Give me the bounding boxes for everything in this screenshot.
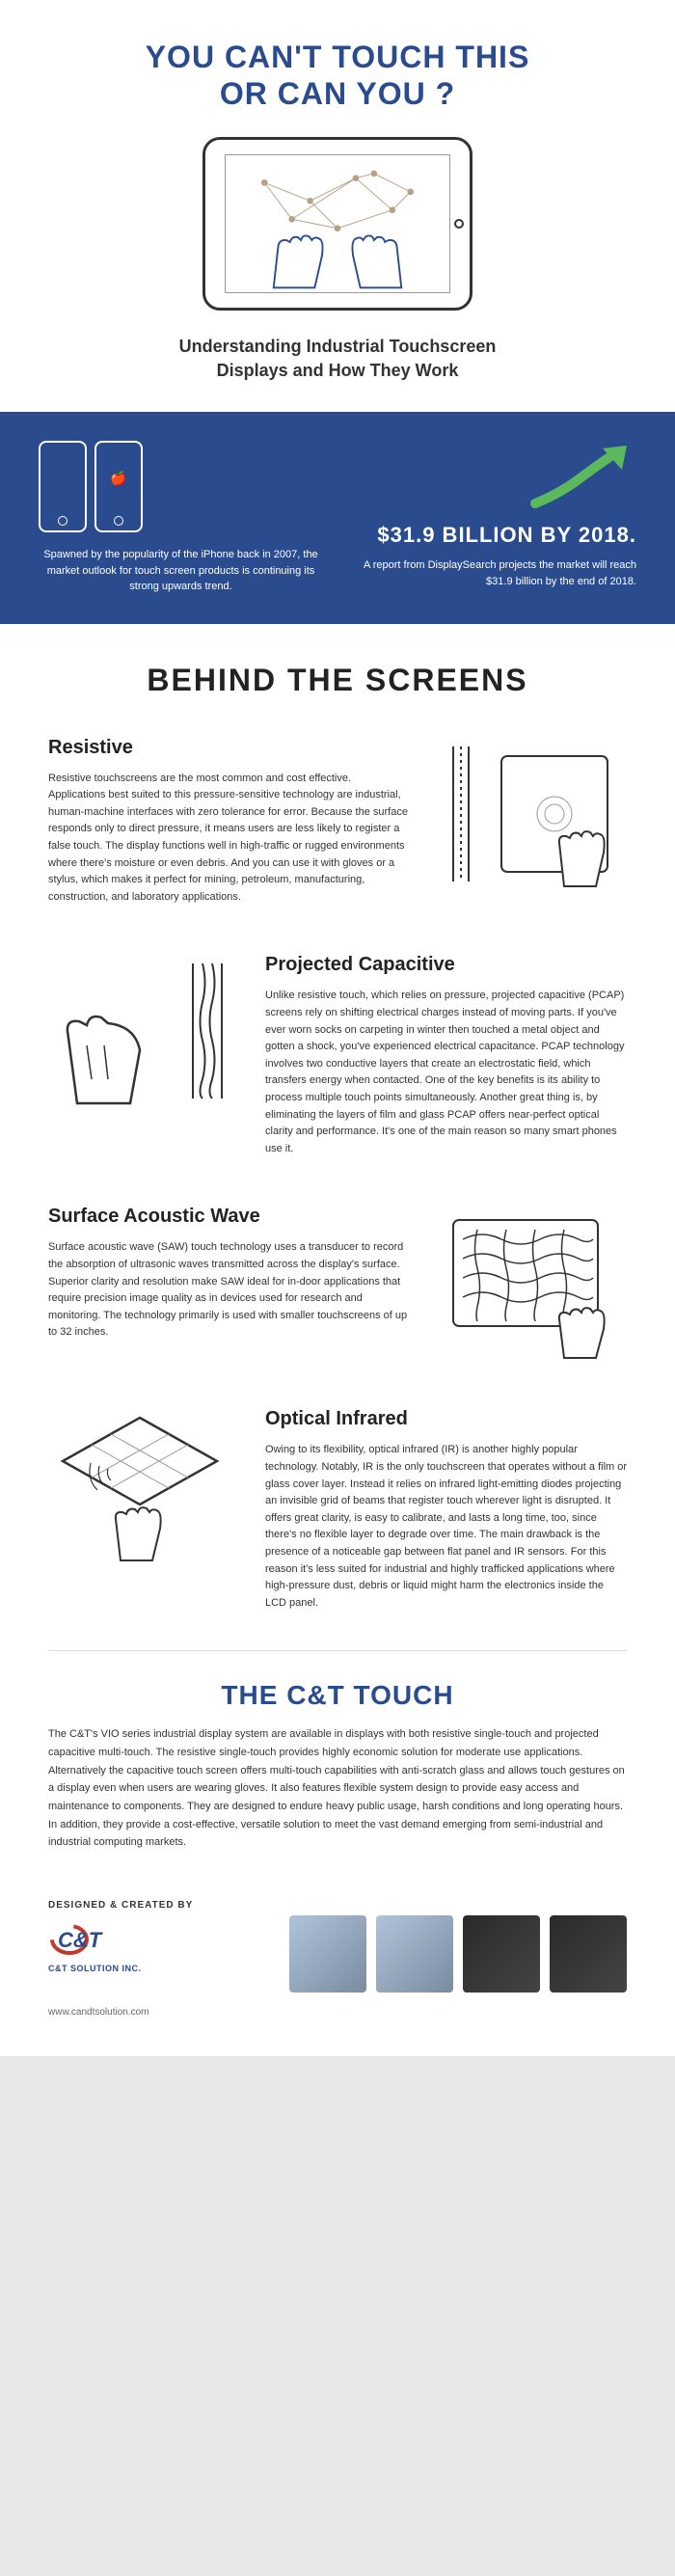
stats-banner: 🍎 Spawned by the popularity of the iPhon…: [0, 412, 675, 624]
logo-mark-icon: C&T: [48, 1920, 125, 1959]
tech-title: Surface Acoustic Wave: [48, 1206, 410, 1228]
title-line-1: YOU CAN'T TOUCH THIS: [146, 40, 530, 74]
tech-saw: Surface Acoustic Wave Surface acoustic w…: [0, 1186, 675, 1389]
divider: [48, 1650, 627, 1651]
network-touch-icon: [226, 155, 449, 292]
section-heading: BEHIND THE SCREENS: [0, 624, 675, 718]
footer-photo-icon: [550, 1915, 627, 1993]
infrared-icon: [48, 1408, 241, 1562]
hero-title: YOU CAN'T TOUCH THIS OR CAN YOU ?: [39, 39, 636, 113]
resistive-illustration: [434, 737, 627, 891]
phone-front-icon: [39, 441, 87, 532]
billion-stat: $31.9 BILLION BY 2018.: [352, 523, 636, 548]
footer: DESIGNED & CREATED BY C&T C&T SOLUTION I…: [0, 1881, 675, 2056]
ct-body: The C&T's VIO series industrial display …: [0, 1725, 675, 1881]
tech-resistive: Resistive Resistive touchscreens are the…: [0, 718, 675, 935]
tech-body: Surface acoustic wave (SAW) touch techno…: [48, 1239, 410, 1342]
tech-infrared: Optical Infrared Owing to its flexibilit…: [0, 1389, 675, 1641]
saw-icon: [434, 1206, 627, 1360]
infrared-illustration: [48, 1408, 241, 1562]
website-url: www.candtsolution.com: [48, 2007, 627, 2018]
pcap-icon: [48, 954, 241, 1108]
stats-left-text: Spawned by the popularity of the iPhone …: [39, 547, 323, 595]
footer-photo-icon: [289, 1915, 366, 1993]
infographic-page: YOU CAN'T TOUCH THIS OR CAN YOU ?: [0, 0, 675, 2056]
tech-text: Projected Capacitive Unlike resistive to…: [265, 954, 627, 1157]
designed-by-label: DESIGNED & CREATED BY: [48, 1900, 627, 1911]
tech-title: Resistive: [48, 737, 410, 759]
tablet-home-button-icon: [454, 219, 464, 229]
tech-text: Optical Infrared Owing to its flexibilit…: [265, 1408, 627, 1612]
tech-text: Surface Acoustic Wave Surface acoustic w…: [48, 1206, 410, 1342]
hero-section: YOU CAN'T TOUCH THIS OR CAN YOU ?: [0, 0, 675, 412]
growth-arrow-wrap: [352, 441, 636, 513]
svg-text:C&T: C&T: [58, 1928, 103, 1952]
footer-photo-icon: [376, 1915, 453, 1993]
tech-pcap: Projected Capacitive Unlike resistive to…: [0, 935, 675, 1186]
tech-text: Resistive Resistive touchscreens are the…: [48, 737, 410, 907]
stats-left: 🍎 Spawned by the popularity of the iPhon…: [39, 441, 323, 595]
footer-photo-icon: [463, 1915, 540, 1993]
phone-back-icon: 🍎: [94, 441, 143, 532]
tech-body: Resistive touchscreens are the most comm…: [48, 771, 410, 907]
stats-right-text: A report from DisplaySearch projects the…: [352, 557, 636, 589]
hero-subtitle: Understanding Industrial Touchscreen Dis…: [154, 335, 521, 383]
apple-icon: 🍎: [110, 470, 126, 486]
ct-heading: THE C&T TOUCH: [0, 1661, 675, 1725]
growth-arrow-icon: [530, 441, 636, 508]
stats-right: $31.9 BILLION BY 2018. A report from Dis…: [352, 441, 636, 595]
tech-title: Optical Infrared: [265, 1408, 627, 1430]
tech-body: Unlike resistive touch, which relies on …: [265, 988, 627, 1157]
title-line-2: OR CAN YOU ?: [220, 76, 455, 111]
phones-icon: 🍎: [39, 441, 323, 532]
tablet-illustration: [202, 137, 472, 311]
saw-illustration: [434, 1206, 627, 1360]
tech-title: Projected Capacitive: [265, 954, 627, 976]
pcap-illustration: [48, 954, 241, 1108]
tablet-screen: [225, 154, 450, 293]
resistive-icon: [434, 737, 627, 891]
footer-images: [48, 1915, 627, 1993]
tech-body: Owing to its flexibility, optical infrar…: [265, 1442, 627, 1612]
